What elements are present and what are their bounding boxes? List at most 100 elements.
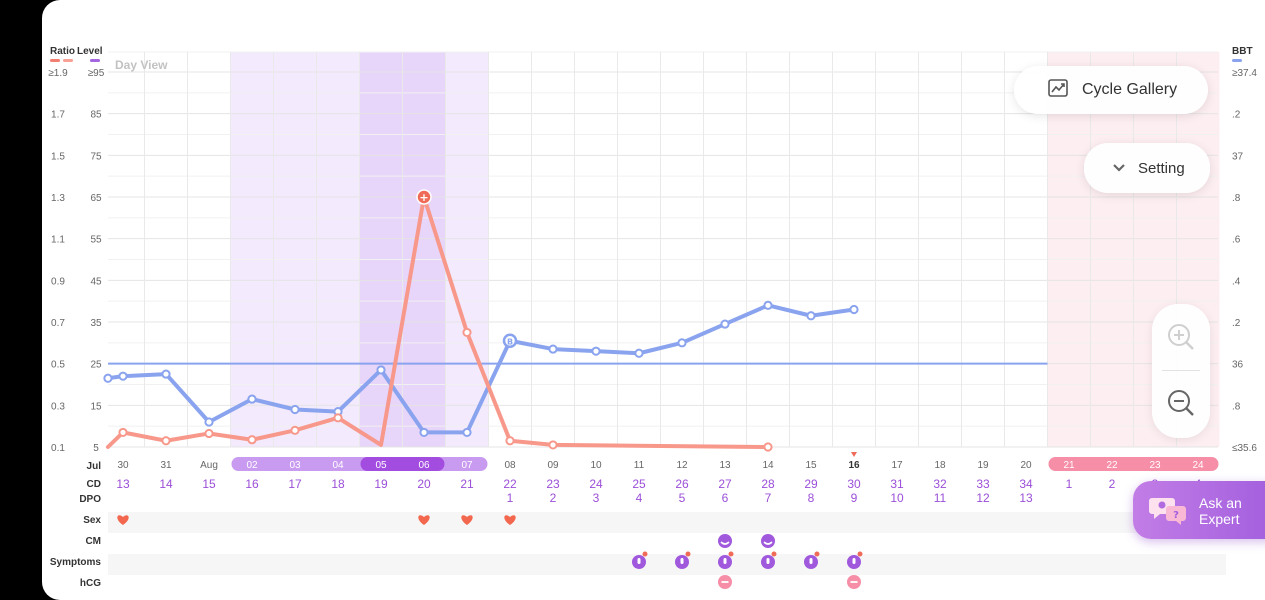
bbt-point[interactable] [290,404,300,415]
cycle-day-label: 26 [675,477,689,491]
bbt-tick-label: .8 [1232,193,1241,204]
sex-row-label: Sex [83,515,101,526]
day-date-label: 19 [977,460,989,471]
cycle-day-label: 28 [761,477,775,491]
symptom-alert-dot [642,551,648,557]
symptom-icon-mark [680,558,684,564]
bbt-point[interactable] [677,338,687,348]
bbt-point[interactable] [591,346,601,356]
bbt-point[interactable] [247,394,257,404]
level-tick-label: 65 [90,193,102,204]
bbt-point[interactable] [161,369,171,379]
symptom-icon-mark [637,558,641,564]
symptom-alert-dot [685,551,691,557]
bbt-point[interactable] [720,319,730,329]
cycle-day-label: 31 [890,477,904,491]
symptom-icon-mark [723,558,727,564]
bbt-point[interactable] [634,348,644,358]
record-row-stripe [108,554,1226,575]
cervical-mucus-icon[interactable] [761,534,775,548]
band-period [1047,52,1091,447]
bbt-point[interactable] [548,344,558,354]
dpo-label: 5 [679,491,686,505]
cycle-day-label: 1 [1066,477,1073,491]
bbt-labeled-point[interactable] [502,333,518,348]
level-tick-label: 55 [90,235,102,246]
ask-expert-line2: Expert [1199,511,1240,527]
day-date-label: 09 [547,460,559,471]
band-fertile [316,52,360,447]
cycle-day-label: 30 [847,477,861,491]
day-date-label: Aug [200,460,218,471]
day-date-label: 12 [676,460,688,471]
ratio-point[interactable] [505,436,515,446]
day-date-label: 24 [1192,460,1204,471]
day-date-label: 10 [590,460,602,471]
setting-button[interactable]: Setting [1084,143,1210,193]
ratio-tick-label: 1.7 [51,110,65,121]
bbt-tick-label: .8 [1232,401,1241,412]
peak-marker[interactable] [416,189,432,205]
cycle-gallery-label: Cycle Gallery [1082,81,1178,98]
bbt-point[interactable] [118,371,128,381]
dpo-label: 13 [1019,491,1033,505]
day-date-label: 06 [418,460,430,471]
ratio-point[interactable] [763,442,773,452]
expert-chat-icon: ? [1149,494,1189,529]
bbt-tick-label: ≤35.6 [1232,443,1257,454]
day-date-label: 22 [1106,460,1118,471]
ratio-point[interactable] [161,436,171,446]
band-peak [359,52,403,447]
bbt-point[interactable] [204,417,214,427]
cycle-day-label: 27 [718,477,732,491]
bbt-point[interactable] [462,427,472,438]
day-date-label: 03 [289,460,301,471]
ratio-point[interactable] [290,425,300,435]
ratio-point[interactable] [118,427,128,438]
level-tick-label: 25 [90,360,102,371]
bbt-point[interactable] [849,304,859,315]
level-tick-label: ≥95 [88,68,105,79]
symptom-icon-mark [809,558,813,564]
cervical-mucus-icon[interactable] [718,534,732,548]
level-legend-label: Level [77,46,103,57]
bbt-point[interactable] [376,365,386,375]
day-date-label: 21 [1063,460,1075,471]
ratio-point[interactable] [548,440,558,450]
level-tick-label: 5 [93,443,99,454]
chevron-down-icon [1112,160,1126,177]
heart-icon[interactable] [504,515,516,525]
zoom-out-icon[interactable] [1166,388,1196,418]
bbt-tick-label: 36 [1232,360,1244,371]
heart-icon[interactable] [418,515,430,525]
ratio-tick-label: 1.5 [51,151,65,162]
ratio-point[interactable] [247,435,257,445]
ratio-tick-label: 1.3 [51,193,65,204]
bbt-point[interactable] [419,427,429,438]
ratio-point[interactable] [462,327,472,338]
symptom-alert-dot [857,551,863,557]
symptom-icon-mark [766,558,770,564]
day-date-label: 14 [762,460,774,471]
symptom-alert-dot [771,551,777,557]
zoom-in-icon[interactable] [1166,322,1196,352]
ratio-tick-label: 0.1 [51,443,65,454]
heart-icon[interactable] [461,515,473,525]
cycle-chart[interactable]: ≥1.9 ≥95 ≥37.41.7 85.21.5 75 371.3 65.81.1 55.6… [42,0,1265,600]
bbt-legend-swatch [1232,59,1242,62]
bbt-legend-label: BBT [1232,46,1253,57]
bbt-point[interactable] [806,311,816,321]
ratio-point[interactable] [333,413,343,423]
chart-screen: ≥1.9 ≥95 ≥37.4 1.7 85.2 1.5 75 37 1.3 65.8 1.1 55.6… [42,0,1265,600]
ask-expert-button[interactable]: ? Ask an Expert [1133,481,1265,539]
cycle-day-label: 2 [1109,477,1116,491]
band-fertile [273,52,317,447]
level-tick-label: 45 [90,276,102,287]
heart-icon[interactable] [117,515,129,525]
ratio-point[interactable] [204,428,214,439]
today-marker-icon [851,452,857,457]
bbt-point[interactable] [763,300,773,310]
bbt-point[interactable] [103,373,113,383]
cycle-gallery-button[interactable]: Cycle Gallery [1014,66,1208,114]
cycle-day-label: 17 [288,477,302,491]
